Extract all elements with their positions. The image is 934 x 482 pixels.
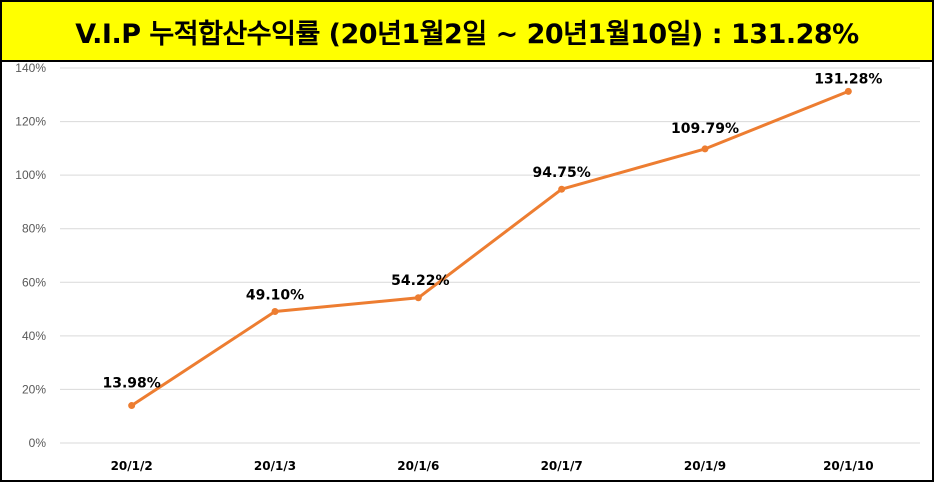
data-label: 54.22% xyxy=(391,273,449,289)
chart-title: V.I.P 누적합산수익률 (20년1월2일 ~ 20년1월10일) : 131… xyxy=(75,18,859,50)
data-label: 49.10% xyxy=(246,287,304,303)
data-label: 109.79% xyxy=(671,121,739,137)
y-tick-label: 140% xyxy=(15,61,46,75)
y-tick-label: 100% xyxy=(15,168,46,182)
data-point xyxy=(701,145,709,153)
x-tick-label: 20/1/2 xyxy=(111,459,153,473)
series-line xyxy=(130,89,850,408)
x-tick-label: 20/1/6 xyxy=(397,459,439,473)
y-tick-label: 0% xyxy=(29,436,47,450)
data-label: 94.75% xyxy=(533,165,591,181)
x-tick-label: 20/1/7 xyxy=(541,459,583,473)
data-label: 13.98% xyxy=(103,376,161,392)
y-tick-label: 60% xyxy=(22,275,46,289)
y-tick-label: 20% xyxy=(22,382,46,396)
x-tick-label: 20/1/10 xyxy=(823,459,874,473)
x-tick-label: 20/1/3 xyxy=(254,459,296,473)
y-tick-label: 120% xyxy=(15,115,46,129)
y-tick-label: 40% xyxy=(22,329,46,343)
x-tick-label: 20/1/9 xyxy=(684,459,726,473)
data-point xyxy=(271,307,279,315)
title-bar: V.I.P 누적합산수익률 (20년1월2일 ~ 20년1월10일) : 131… xyxy=(2,2,932,62)
data-label: 131.28% xyxy=(814,71,882,87)
y-tick-label: 80% xyxy=(22,222,46,236)
data-point xyxy=(558,185,566,193)
data-point xyxy=(844,87,852,95)
data-point xyxy=(414,294,422,302)
data-point xyxy=(128,402,136,410)
